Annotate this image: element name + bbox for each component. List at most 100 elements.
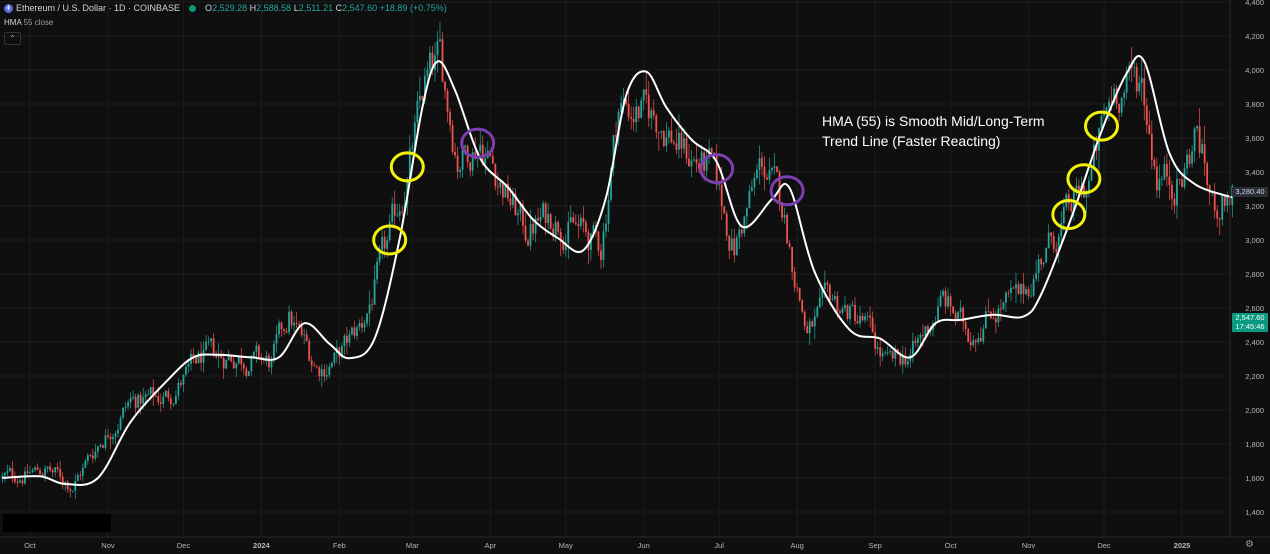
candle-body <box>650 110 653 119</box>
candle-body <box>667 130 670 138</box>
time-axis[interactable]: Oct Nov Dec 2024 Feb Mar Apr May Jun Jul Aug Sep Oct… <box>0 536 1270 550</box>
candle-body <box>756 169 758 178</box>
candle-body <box>378 249 381 262</box>
candle-body <box>56 467 59 470</box>
chevron-up-icon[interactable]: ⌃ <box>4 32 21 45</box>
price-axis[interactable]: 1,400 1,600 1,800 2,000 2,200 2,400 2,600 2,800… <box>1229 0 1264 537</box>
gear-icon[interactable]: ⚙ <box>1245 539 1254 550</box>
candle-body <box>539 216 542 221</box>
candle-body <box>373 279 376 305</box>
candle-body <box>690 160 693 167</box>
candle-body <box>542 203 545 217</box>
candle-body <box>849 306 851 319</box>
candle-body <box>290 311 293 326</box>
candle-body <box>761 158 763 167</box>
candle-body <box>481 144 484 164</box>
candle-body <box>444 81 446 91</box>
candle-body <box>947 296 949 307</box>
candle-body <box>899 353 902 365</box>
candle-body <box>169 398 172 405</box>
candle-body <box>695 159 698 164</box>
candle-body <box>84 460 87 468</box>
candle-body <box>740 229 743 234</box>
candle-body <box>529 223 532 246</box>
candle-body <box>652 110 655 116</box>
candle-body <box>137 394 140 408</box>
candle-body <box>413 122 416 147</box>
candle-body <box>235 363 238 369</box>
symbol-title[interactable]: Ethereum / U.S. Dollar · 1D · COINBASE <box>16 3 181 13</box>
candle-body <box>922 334 924 336</box>
candle-body <box>1181 179 1183 188</box>
candle-body <box>1218 218 1221 220</box>
candle-body <box>874 332 877 349</box>
candle-body <box>1012 287 1015 289</box>
candle-body <box>1171 184 1173 199</box>
candle-body <box>1113 88 1115 103</box>
y-tick-label: 2,200 <box>1245 372 1264 381</box>
candle-body <box>823 282 826 289</box>
last-price-tag: 2,547.60 17:45:46 <box>1232 313 1268 332</box>
x-tick-label: Feb <box>333 541 346 550</box>
candle-body <box>182 374 185 385</box>
candle-body <box>647 94 650 119</box>
candle-body <box>210 338 213 342</box>
x-tick-label: Aug <box>790 541 803 550</box>
candle-body <box>942 290 944 296</box>
candle-body <box>461 147 464 170</box>
candle-body <box>522 204 524 226</box>
candle-body <box>66 481 69 490</box>
candle-body <box>1005 292 1007 303</box>
candle-body <box>826 282 829 285</box>
candle-body <box>592 225 595 234</box>
x-tick-label: May <box>559 541 573 550</box>
candle-body <box>454 151 456 156</box>
x-tick-label: Dec <box>1097 541 1111 550</box>
candle-body <box>1133 67 1136 69</box>
candle-body <box>504 183 507 198</box>
candle-body <box>854 304 856 322</box>
x-tick-label: 2024 <box>253 541 271 550</box>
candle-body <box>537 218 539 221</box>
candle-body <box>310 360 313 366</box>
candle-body <box>994 318 997 323</box>
candle-body <box>157 396 160 403</box>
candle-body <box>597 231 600 251</box>
candle-body <box>600 250 602 261</box>
candle-body <box>1155 166 1158 191</box>
candle-body <box>361 323 363 328</box>
candle-body <box>346 335 348 343</box>
hma-55-line <box>2 55 1233 486</box>
candle-body <box>1085 191 1088 198</box>
candle-body <box>630 117 633 119</box>
candle-body <box>793 271 796 288</box>
candle-body <box>328 366 331 376</box>
candle-body <box>527 240 529 246</box>
candle-body <box>26 471 29 473</box>
candle-body <box>174 395 177 404</box>
y-tick-label: 2,400 <box>1245 338 1264 347</box>
candle-body <box>257 345 260 357</box>
indicator-legend[interactable]: HMA 55 close <box>4 18 53 27</box>
candle-body <box>122 407 124 418</box>
candle-body <box>320 369 323 377</box>
candle-body <box>1166 163 1168 177</box>
candle-body <box>250 357 253 372</box>
candle-body <box>275 334 278 344</box>
candle-body <box>388 221 391 241</box>
yellow-circle-marker <box>389 151 425 183</box>
candle-body <box>117 429 119 434</box>
candle-body <box>147 393 150 395</box>
candle-body <box>76 475 79 482</box>
candle-body <box>31 470 34 472</box>
candle-body <box>1022 284 1025 294</box>
purple-circle-marker <box>460 127 496 159</box>
candle-body <box>574 222 577 225</box>
candle-body <box>776 166 778 173</box>
candle-body <box>491 156 494 164</box>
candle-body <box>738 229 741 238</box>
candle-body <box>864 316 866 321</box>
candle-body <box>79 475 82 477</box>
x-tick-label: 2025 <box>1174 541 1191 550</box>
